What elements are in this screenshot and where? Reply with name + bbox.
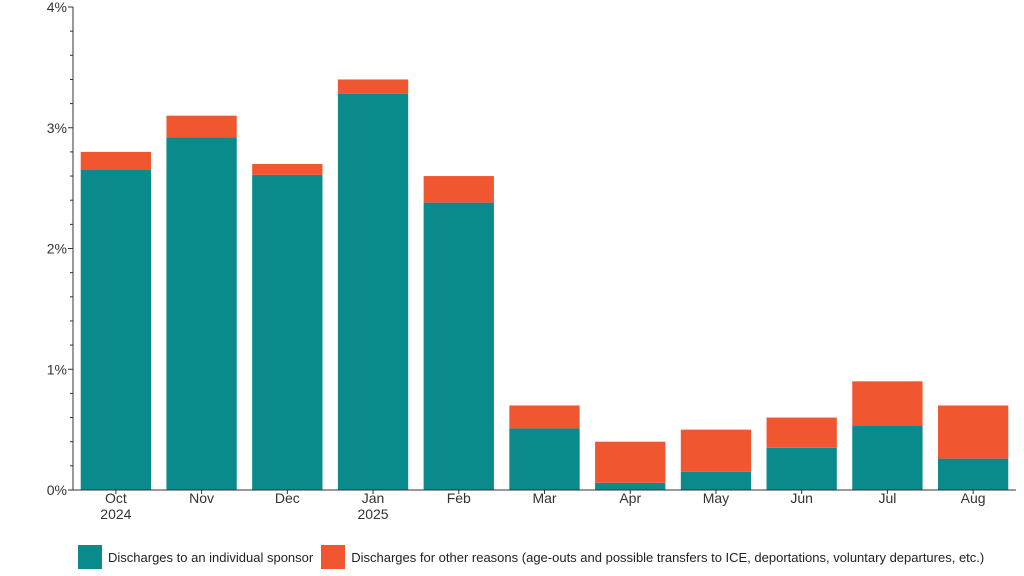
x-tick-label-7: May xyxy=(703,490,729,506)
x-tick-label-9: Jul xyxy=(878,490,896,506)
bar-sponsor-3 xyxy=(337,93,409,490)
bar-sponsor-7 xyxy=(680,471,752,490)
x-tick-label-2: Dec xyxy=(275,490,300,506)
x-tick-label-4: Feb xyxy=(447,490,471,506)
bar-other-3 xyxy=(337,79,409,94)
legend-label-sponsor: Discharges to an individual sponsor xyxy=(108,549,314,565)
legend: Discharges to an individual sponsor Disc… xyxy=(78,545,992,569)
bar-sponsor-8 xyxy=(766,447,837,490)
stacked-bar-chart: Oct 2024 Nov Dec Jan 2025 Feb Mar Apr May Jun Jul Au… xyxy=(47,0,1016,522)
x-tick-label-10: Aug xyxy=(961,490,986,506)
legend-label-other: Discharges for other reasons (age-outs a… xyxy=(351,549,985,565)
x-tick-label-0: Oct 2024 xyxy=(100,490,131,522)
bar-other-7 xyxy=(680,429,752,472)
x-tick-label-8: Jun xyxy=(790,490,813,506)
y-tick-label-4: 4% xyxy=(47,0,67,15)
axes-group xyxy=(68,6,1016,494)
y-tick-label-3: 3% xyxy=(47,120,67,136)
bar-other-5 xyxy=(509,405,580,429)
x-tick-label-6: Apr xyxy=(619,490,641,506)
bar-other-2 xyxy=(252,163,323,175)
legend-swatch-sponsor xyxy=(78,545,102,569)
legend-swatch-other xyxy=(321,545,346,569)
bar-sponsor-0 xyxy=(80,170,152,490)
bar-sponsor-4 xyxy=(423,202,494,491)
x-tick-label-1: Nov xyxy=(189,490,214,506)
bar-other-6 xyxy=(595,441,666,483)
bar-other-0 xyxy=(80,151,152,171)
bar-sponsor-6 xyxy=(595,482,666,490)
bar-other-1 xyxy=(166,115,237,138)
y-tick-label-2: 2% xyxy=(47,241,67,257)
x-tick-label-5: Mar xyxy=(532,490,556,506)
y-tick-label-0: 0% xyxy=(47,482,67,498)
y-tick-label-1: 1% xyxy=(47,361,67,377)
bar-sponsor-2 xyxy=(252,174,323,490)
bar-other-10 xyxy=(937,405,1009,459)
tick-labels-group: Oct 2024 Nov Dec Jan 2025 Feb Mar Apr May Jun Jul Au… xyxy=(47,0,986,522)
legend-item-other: Discharges for other reasons (age-outs a… xyxy=(321,545,984,569)
bar-sponsor-5 xyxy=(509,428,580,490)
bar-sponsor-1 xyxy=(166,137,237,490)
bars-group xyxy=(80,79,1009,491)
bar-sponsor-9 xyxy=(852,426,923,490)
legend-item-sponsor: Discharges to an individual sponsor xyxy=(78,545,313,569)
bar-other-8 xyxy=(766,417,837,448)
bar-sponsor-10 xyxy=(937,458,1009,490)
x-tick-label-3: Jan 2025 xyxy=(357,490,388,522)
bar-other-4 xyxy=(423,176,494,203)
bar-other-9 xyxy=(852,381,923,427)
